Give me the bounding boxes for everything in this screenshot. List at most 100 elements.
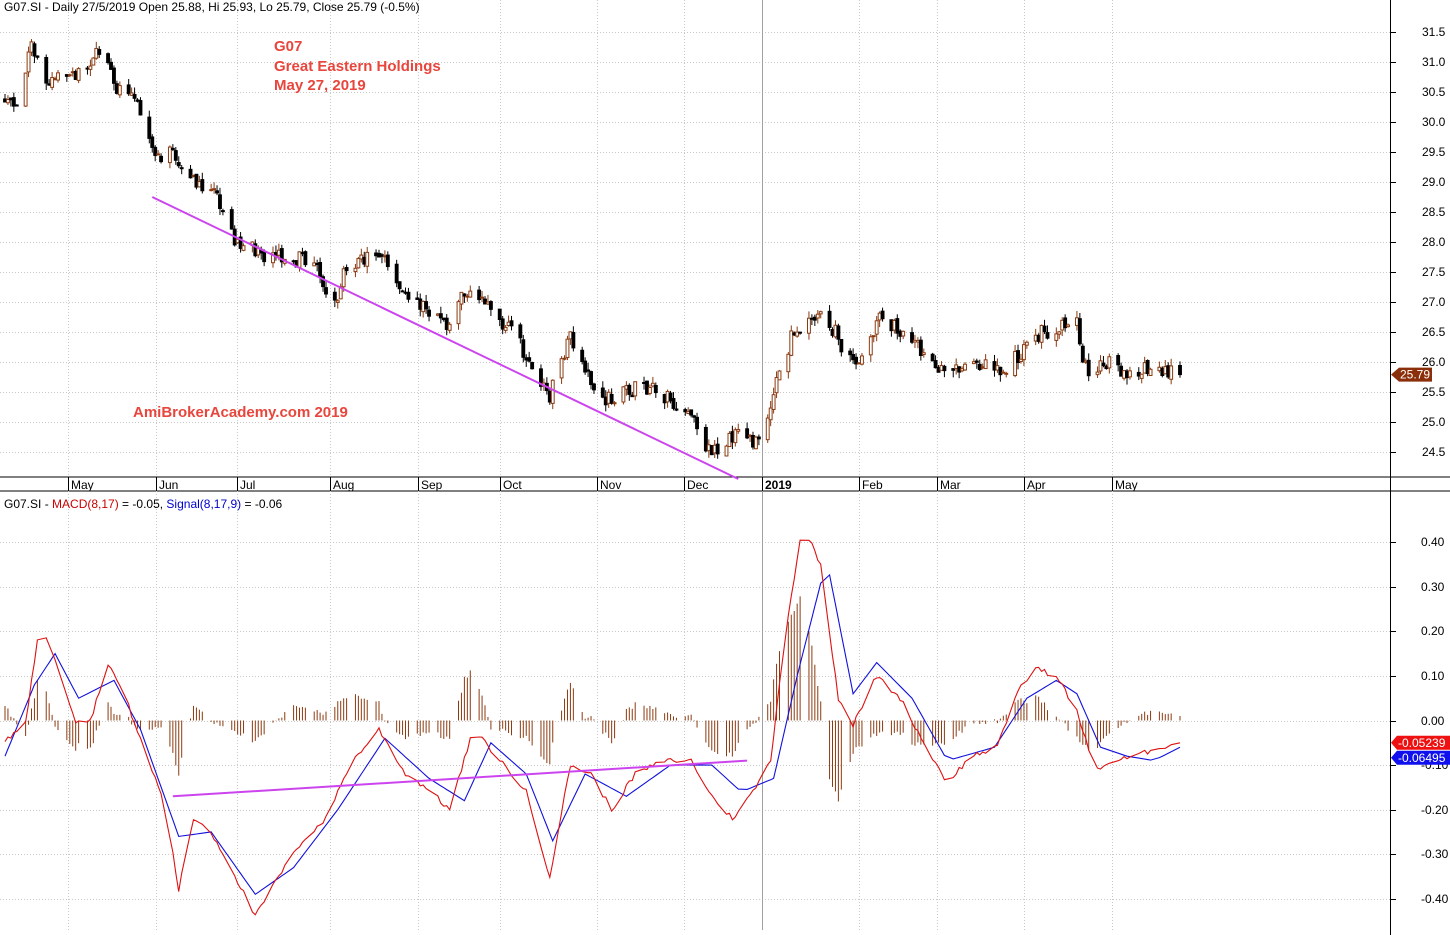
candle-body xyxy=(586,369,591,372)
candle xyxy=(715,437,720,459)
candle-body xyxy=(318,261,323,278)
candle-body xyxy=(1066,324,1071,328)
candle xyxy=(215,185,219,196)
candle-body xyxy=(67,74,72,77)
candle xyxy=(913,334,917,349)
candle xyxy=(662,393,667,410)
candle xyxy=(1057,330,1062,340)
candle xyxy=(1136,367,1141,381)
candle-body xyxy=(1145,360,1150,375)
x-axis-label: Mar xyxy=(940,478,961,492)
candle-body xyxy=(500,318,505,330)
candle-body xyxy=(665,390,670,403)
candle-body xyxy=(789,330,794,356)
candle-body xyxy=(754,436,758,450)
candle-body xyxy=(815,313,820,319)
candle-body xyxy=(898,330,903,337)
candle-body xyxy=(1083,360,1088,363)
x-axis-label: Dec xyxy=(687,478,708,492)
candle xyxy=(868,334,873,362)
candle xyxy=(683,407,688,416)
macd-histogram xyxy=(4,596,1181,802)
candle-body xyxy=(88,65,93,70)
candle-body xyxy=(112,67,116,84)
candle xyxy=(150,134,155,153)
candle xyxy=(957,366,962,379)
candle xyxy=(50,71,55,91)
x-axis-label: Oct xyxy=(503,478,522,492)
candle xyxy=(889,319,894,337)
candle xyxy=(933,355,938,369)
candle xyxy=(860,353,864,366)
candle xyxy=(374,249,378,261)
candle-body xyxy=(786,353,791,373)
candle-body xyxy=(692,415,697,418)
candle xyxy=(812,314,817,326)
candle xyxy=(503,324,508,334)
x-axis-label: Apr xyxy=(1027,478,1046,492)
candle xyxy=(550,379,555,410)
candle xyxy=(465,293,470,302)
candle-body xyxy=(197,181,202,188)
candle xyxy=(818,310,823,319)
candle-body xyxy=(1178,365,1182,376)
candle-body xyxy=(527,357,532,362)
macd-y-tick-label: 0.10 xyxy=(1421,669,1445,683)
candle xyxy=(377,249,381,258)
candle-body xyxy=(603,396,608,406)
candle xyxy=(1101,355,1106,368)
candle-body xyxy=(303,251,308,266)
candle-body xyxy=(356,258,361,269)
candle-body xyxy=(715,443,720,455)
candle-body xyxy=(1116,355,1121,366)
candle-body xyxy=(1142,362,1147,374)
signal-badge-label: -0.06495 xyxy=(1398,751,1446,765)
candle xyxy=(583,357,588,375)
candle xyxy=(194,173,199,190)
candle xyxy=(1039,324,1044,349)
candle xyxy=(406,287,411,303)
candle xyxy=(188,165,193,179)
candle xyxy=(1095,366,1100,378)
candle xyxy=(592,382,596,394)
candle-body xyxy=(712,444,717,454)
candle-body xyxy=(215,190,219,194)
candle-body xyxy=(933,360,938,369)
candle xyxy=(901,330,906,340)
candle-body xyxy=(954,364,959,369)
candle xyxy=(910,327,914,345)
candle xyxy=(1157,361,1162,373)
candlesticks xyxy=(3,39,1182,459)
candle-body xyxy=(50,77,55,88)
macd-y-tick-label: -0.40 xyxy=(1421,892,1449,906)
candle xyxy=(176,156,181,169)
candle xyxy=(1033,328,1038,346)
candle-body xyxy=(703,426,708,452)
candle xyxy=(88,59,93,77)
candle-body xyxy=(995,365,1000,371)
candle xyxy=(977,359,982,371)
candle-body xyxy=(633,381,638,397)
candle xyxy=(686,407,691,415)
candle xyxy=(848,348,853,362)
y-axis-labels: 24.5 25.0 25.5 26.0 26.5 27.0 27.5 28.0 28.5 29.0… xyxy=(1390,25,1449,906)
candle-body xyxy=(1033,334,1038,342)
candle xyxy=(421,300,426,318)
candle-body xyxy=(942,365,947,372)
candle-body xyxy=(798,331,803,334)
candle xyxy=(815,310,820,324)
candle xyxy=(229,206,234,230)
candle-body xyxy=(159,155,164,163)
candle-body xyxy=(736,428,741,432)
candle xyxy=(1104,364,1109,370)
candle-body xyxy=(135,99,140,102)
macd-header-prefix: G07.SI - xyxy=(4,497,53,511)
candle xyxy=(1080,343,1085,364)
candle xyxy=(880,307,885,322)
candle-body xyxy=(1136,371,1141,377)
price-y-tick-label: 30.5 xyxy=(1422,85,1446,99)
candle-body xyxy=(1095,371,1100,376)
candle xyxy=(562,355,567,361)
candle xyxy=(1086,353,1091,382)
candle-body xyxy=(1127,370,1132,378)
